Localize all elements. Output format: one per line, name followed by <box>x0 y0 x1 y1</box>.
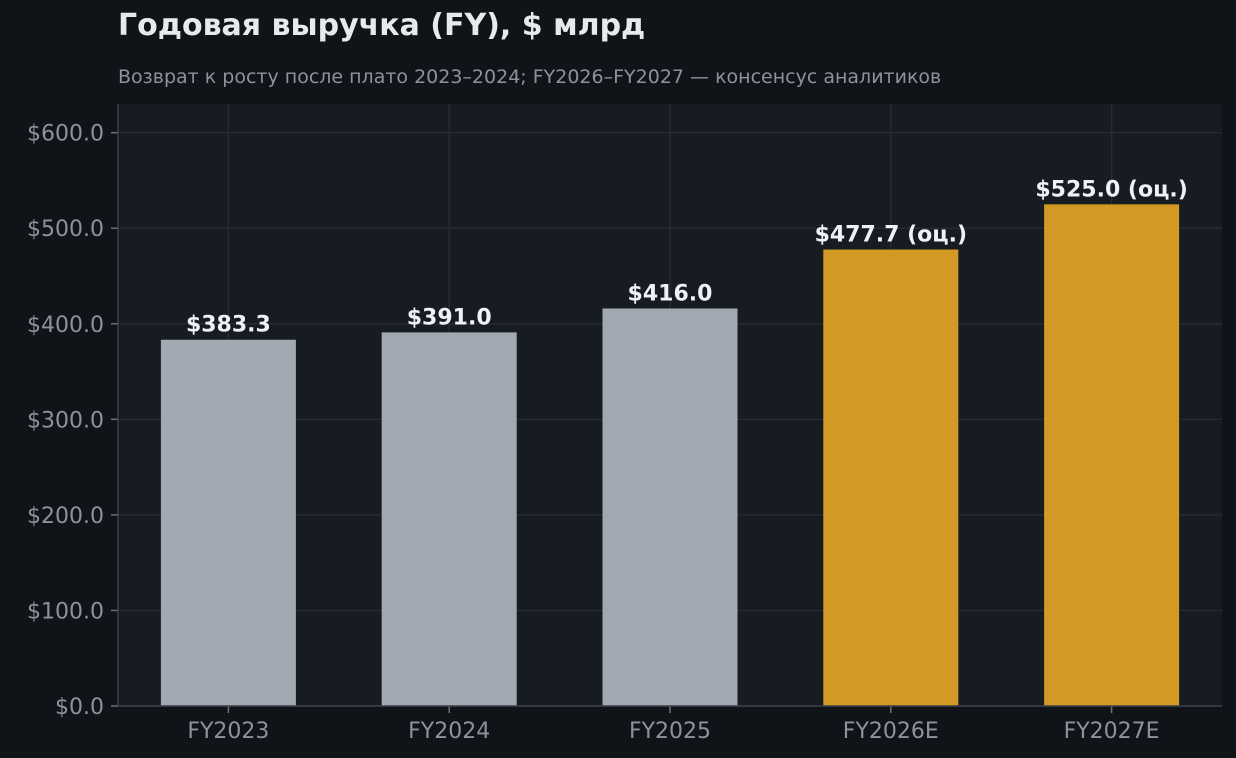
y-tick-label: $200.0 <box>27 504 104 529</box>
data-label: $416.0 <box>628 281 713 306</box>
chart-subtitle: Возврат к росту после плато 2023–2024; F… <box>118 66 942 88</box>
y-tick-label: $100.0 <box>27 599 104 624</box>
x-tick-label: FY2026E <box>843 719 939 744</box>
y-tick-label: $600.0 <box>27 122 104 147</box>
bar-estimate <box>1044 204 1180 707</box>
axes: $0.0 $100.0 $200.0 $300.0 $400.0 $500.0 $600.0… <box>27 104 1222 744</box>
y-tick-label: $0.0 <box>55 695 104 720</box>
bar-actual <box>160 339 296 706</box>
y-tick-label: $400.0 <box>27 313 104 338</box>
data-label: $391.0 <box>407 305 492 330</box>
data-label: $525.0 (оц.) <box>1035 177 1187 202</box>
data-label: $383.3 <box>186 313 271 338</box>
x-tick-label: FY2023 <box>187 719 269 744</box>
x-tick-label: FY2027E <box>1064 719 1160 744</box>
data-labels: $383.3 $391.0 $416.0 $477.7 (оц.) $525.0 (оц… <box>186 177 1188 337</box>
bar-actual <box>381 332 517 706</box>
x-tick-label: FY2025 <box>629 719 711 744</box>
y-tick-label: $300.0 <box>27 408 104 433</box>
x-tick-label: FY2024 <box>408 719 490 744</box>
bars <box>160 204 1180 707</box>
bar-actual <box>602 308 738 706</box>
chart-title: Годовая выручка (FY), $ млрд <box>118 8 646 43</box>
y-tick-label: $500.0 <box>27 217 104 242</box>
bar-estimate <box>823 249 959 706</box>
data-label: $477.7 (оц.) <box>815 223 967 248</box>
